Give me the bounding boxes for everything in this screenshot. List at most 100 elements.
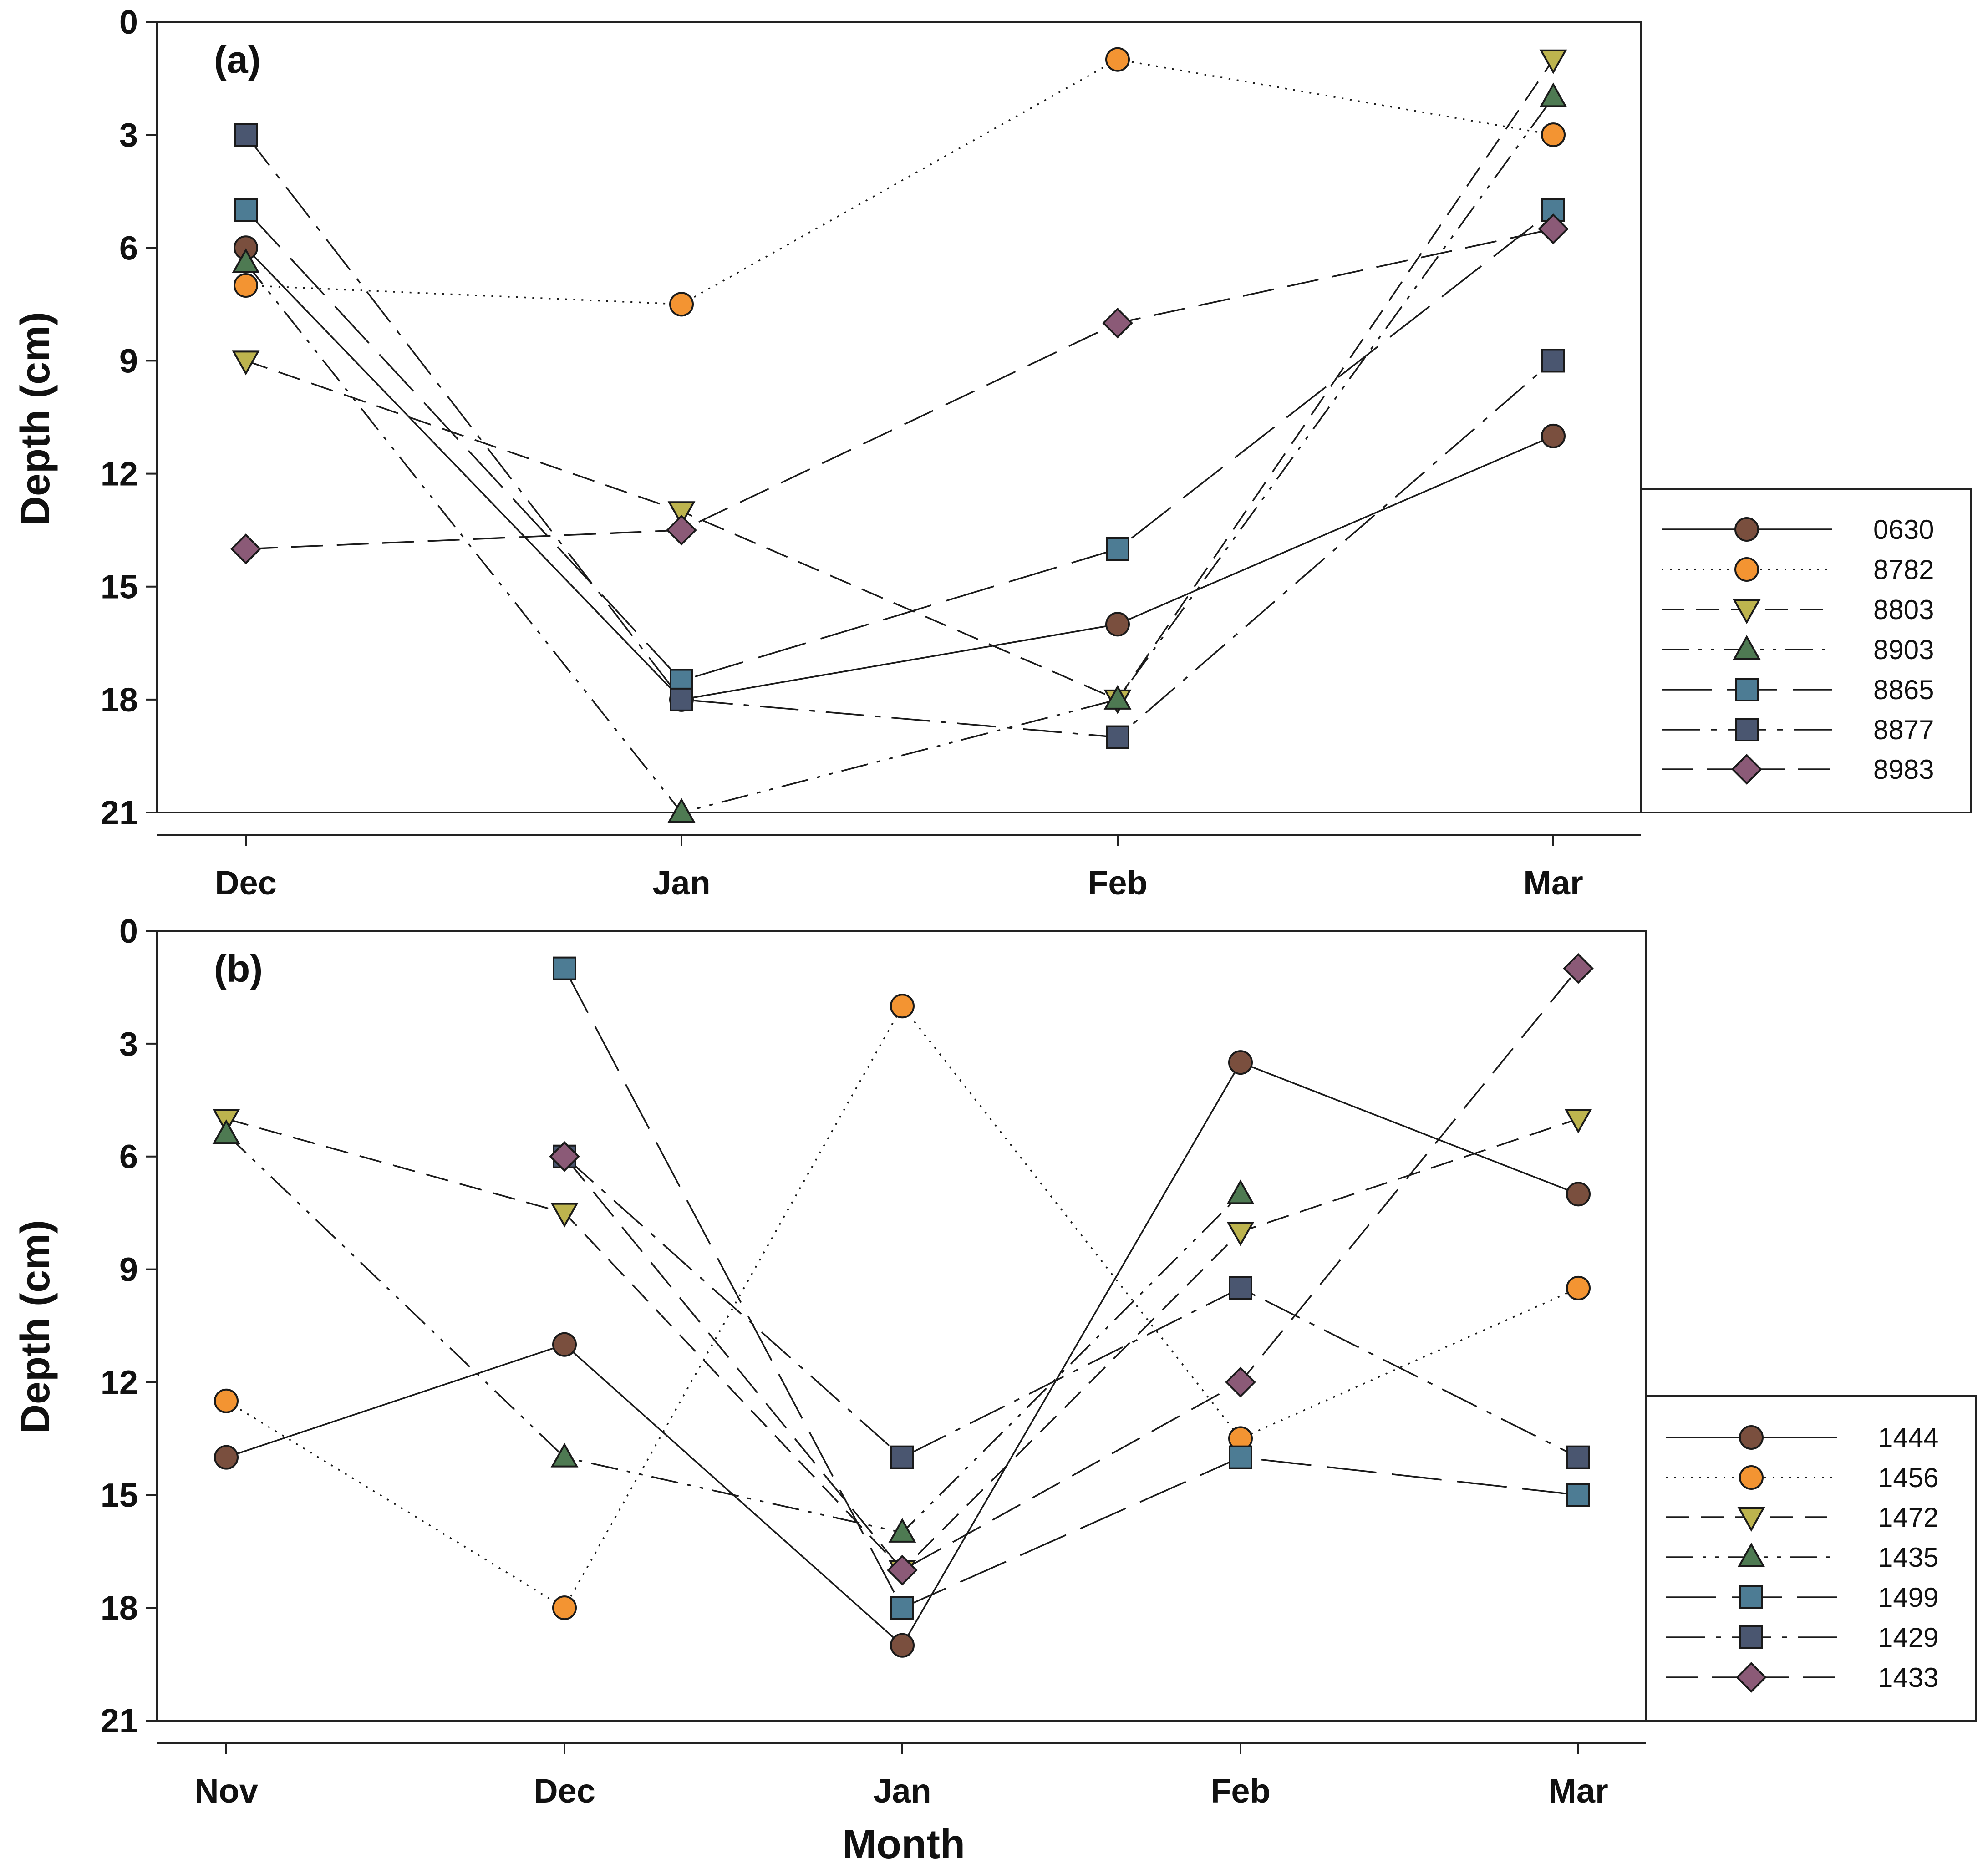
legend-marker-b-1444 bbox=[1739, 1425, 1764, 1450]
legend-marker-a-8903 bbox=[1733, 635, 1761, 660]
panel-label-b: (b) bbox=[214, 947, 263, 990]
y-tick-label-b: 0 bbox=[119, 912, 138, 950]
legend-label-b-1433: 1433 bbox=[1878, 1662, 1938, 1693]
data-point-a-8903 bbox=[667, 797, 696, 823]
y-tick-label-a: 6 bbox=[119, 229, 138, 267]
y-tick-label-a: 3 bbox=[119, 116, 138, 154]
series-line-b-1433 bbox=[564, 968, 1579, 1571]
data-point-a-8782 bbox=[669, 292, 694, 317]
y-tick-label-b: 6 bbox=[119, 1138, 138, 1176]
data-point-b-1472 bbox=[1564, 1109, 1592, 1134]
x-tick-label-a: Dec bbox=[215, 864, 277, 902]
data-point-a-8983 bbox=[1102, 307, 1133, 339]
y-tick-label-a: 12 bbox=[101, 455, 138, 493]
legend-marker-a-8782 bbox=[1734, 557, 1759, 582]
data-point-b-1472 bbox=[550, 1203, 579, 1228]
series-line-a-0630 bbox=[245, 247, 1554, 701]
data-point-b-1444 bbox=[552, 1332, 577, 1357]
data-point-b-1435 bbox=[888, 1518, 916, 1543]
legend-label-b-1444: 1444 bbox=[1878, 1422, 1938, 1453]
series-line-b-1472 bbox=[226, 1118, 1579, 1572]
legend-marker-b-1433 bbox=[1736, 1662, 1767, 1693]
y-tick-label-b: 12 bbox=[101, 1363, 138, 1401]
series-line-a-8782 bbox=[245, 58, 1554, 305]
data-point-a-8903 bbox=[1539, 82, 1567, 107]
x-tick-label-a: Jan bbox=[652, 864, 711, 902]
data-point-a-8803 bbox=[667, 501, 696, 526]
legend-marker-a-8865 bbox=[1735, 678, 1759, 701]
legend-label-a-0630: 0630 bbox=[1873, 514, 1934, 545]
legend-label-a-8903: 8903 bbox=[1873, 635, 1934, 665]
data-point-b-1444 bbox=[214, 1445, 239, 1470]
y-axis-title-b: Depth (cm) bbox=[13, 1220, 58, 1434]
data-point-b-1444 bbox=[890, 1633, 915, 1658]
data-point-b-1429 bbox=[1566, 1445, 1590, 1469]
x-tick-label-b: Feb bbox=[1210, 1772, 1271, 1810]
legend-label-b-1456: 1456 bbox=[1878, 1463, 1938, 1493]
x-tick-label-b: Mar bbox=[1548, 1772, 1608, 1810]
y-tick-label-b: 21 bbox=[101, 1702, 138, 1740]
data-point-b-1444 bbox=[1228, 1050, 1253, 1075]
y-tick-label-a: 15 bbox=[101, 568, 138, 606]
series-line-a-8865 bbox=[245, 209, 1554, 682]
data-point-b-1456 bbox=[552, 1595, 577, 1620]
y-axis-title-a: Depth (cm) bbox=[13, 312, 58, 526]
x-tick-label-a: Feb bbox=[1088, 864, 1148, 902]
data-point-a-8782 bbox=[234, 273, 258, 298]
legend-marker-a-8803 bbox=[1733, 599, 1761, 625]
data-point-a-8877 bbox=[670, 687, 693, 711]
data-point-b-1499 bbox=[1229, 1445, 1252, 1469]
legend-marker-b-1499 bbox=[1739, 1585, 1763, 1609]
legend-label-b-1499: 1499 bbox=[1878, 1582, 1938, 1613]
y-tick-label-a: 9 bbox=[119, 342, 138, 380]
data-point-b-1429 bbox=[1229, 1276, 1252, 1300]
data-point-a-0630 bbox=[1105, 612, 1130, 637]
plot-frame-b bbox=[156, 930, 1647, 1722]
data-point-a-8877 bbox=[1541, 349, 1565, 373]
legend-label-b-1435: 1435 bbox=[1878, 1542, 1938, 1573]
legend-box-b bbox=[1645, 1395, 1977, 1722]
legend-label-a-8803: 8803 bbox=[1873, 594, 1934, 625]
y-tick-label-b: 15 bbox=[101, 1476, 138, 1514]
data-point-b-1499 bbox=[1566, 1483, 1590, 1507]
y-tick-label-b: 3 bbox=[119, 1025, 138, 1063]
data-point-b-1433 bbox=[1563, 953, 1594, 984]
series-line-a-8803 bbox=[245, 59, 1554, 701]
data-point-a-8877 bbox=[1106, 725, 1129, 749]
x-tick-label-a: Mar bbox=[1523, 864, 1583, 902]
data-point-b-1499 bbox=[890, 1596, 914, 1620]
series-line-b-1435 bbox=[225, 1133, 1241, 1534]
chart-a: 0 3 6 9 12 15 18 21 Dec Jan Feb Mar (a) 0630 8782 8803 8… bbox=[101, 3, 1972, 902]
series-line-a-8903 bbox=[245, 96, 1554, 813]
data-point-a-0630 bbox=[1541, 423, 1566, 448]
data-point-b-1456 bbox=[1566, 1275, 1591, 1300]
data-point-a-8983 bbox=[666, 514, 697, 546]
legend-label-a-8782: 8782 bbox=[1873, 554, 1934, 585]
series-line-a-8877 bbox=[245, 134, 1554, 738]
data-point-a-8782 bbox=[1541, 122, 1566, 147]
legend-marker-a-8983 bbox=[1731, 754, 1762, 785]
chart-b: 0 3 6 9 12 15 18 21 Nov Dec Jan Feb Mar (b) 1444 1456 14… bbox=[101, 912, 1977, 1810]
data-point-a-8803 bbox=[232, 350, 260, 376]
legend-marker-b-1435 bbox=[1737, 1542, 1765, 1567]
data-point-b-1433 bbox=[887, 1554, 918, 1586]
legend-marker-b-1456 bbox=[1739, 1465, 1764, 1490]
data-point-a-8903 bbox=[232, 248, 260, 273]
legend-label-a-8865: 8865 bbox=[1873, 675, 1934, 705]
data-point-b-1433 bbox=[1225, 1366, 1256, 1398]
legend-label-a-8983: 8983 bbox=[1873, 754, 1934, 785]
legend-marker-a-0630 bbox=[1734, 517, 1759, 542]
panel-label-a: (a) bbox=[214, 38, 261, 81]
data-point-a-8782 bbox=[1105, 47, 1130, 72]
x-tick-label-b: Jan bbox=[873, 1772, 931, 1810]
data-point-b-1433 bbox=[549, 1141, 580, 1172]
data-point-a-8803 bbox=[1539, 49, 1567, 74]
legend-label-a-8877: 8877 bbox=[1873, 715, 1934, 745]
series-line-b-1429 bbox=[564, 1156, 1579, 1458]
data-point-b-1435 bbox=[1226, 1179, 1255, 1204]
y-tick-label-a: 0 bbox=[119, 3, 138, 41]
data-point-a-8983 bbox=[1538, 213, 1569, 244]
plot-frame-a bbox=[156, 21, 1642, 813]
data-point-b-1429 bbox=[890, 1445, 914, 1469]
